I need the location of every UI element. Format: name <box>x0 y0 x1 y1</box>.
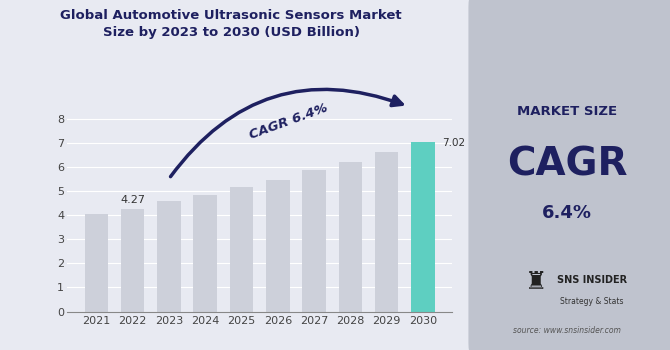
Bar <box>411 142 435 312</box>
FancyBboxPatch shape <box>468 0 670 350</box>
Text: MARKET SIZE: MARKET SIZE <box>517 105 617 119</box>
Bar <box>230 187 253 312</box>
Text: Strategy & Stats: Strategy & Stats <box>560 296 624 306</box>
Text: Global Automotive Ultrasonic Sensors Market
Size by 2023 to 2030 (USD Billion): Global Automotive Ultrasonic Sensors Mar… <box>60 9 402 39</box>
Text: ♜: ♜ <box>525 270 547 294</box>
Text: CAGR 6.4%: CAGR 6.4% <box>248 101 330 141</box>
Bar <box>84 214 108 312</box>
Bar <box>157 201 181 312</box>
Bar <box>375 152 399 312</box>
Text: source: www.snsinsider.com: source: www.snsinsider.com <box>513 326 621 335</box>
Bar <box>194 195 217 312</box>
Bar <box>338 162 362 312</box>
Bar <box>302 170 326 312</box>
Bar <box>266 180 289 312</box>
Text: SNS INSIDER: SNS INSIDER <box>557 275 627 285</box>
Text: 7.02(BN): 7.02(BN) <box>442 137 488 147</box>
Text: CAGR: CAGR <box>507 146 627 183</box>
Text: 4.27: 4.27 <box>120 195 145 205</box>
Bar <box>121 209 145 312</box>
Text: 6.4%: 6.4% <box>542 204 592 223</box>
